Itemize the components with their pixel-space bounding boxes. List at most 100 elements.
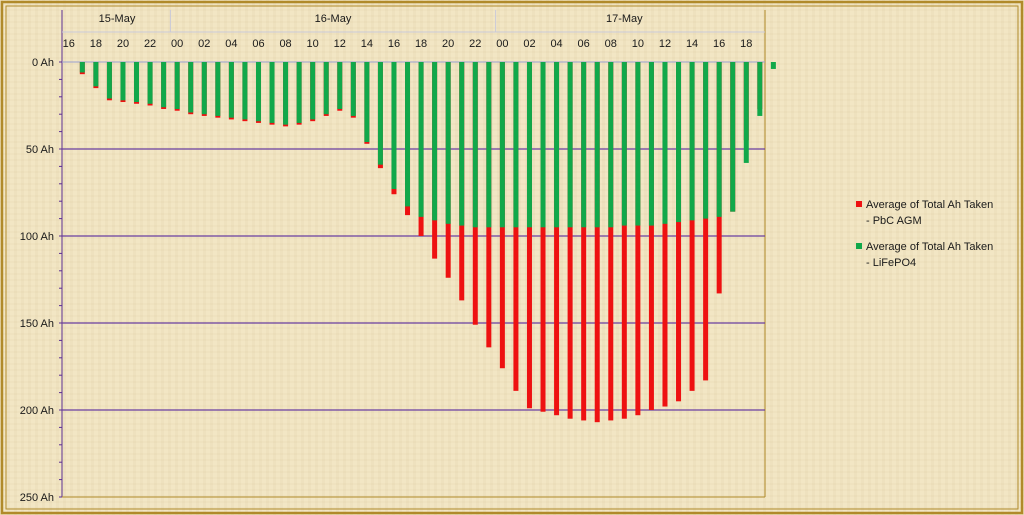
bar-lifepo4 (79, 62, 85, 73)
bar-lifepo4 (174, 62, 180, 109)
bar-lifepo4 (472, 62, 478, 228)
y-tick-label: 50 Ah (26, 144, 54, 156)
hour-label: 12 (659, 38, 671, 50)
bar-pbc-agm (608, 62, 614, 421)
legend-label: Average of Total Ah Taken (866, 241, 993, 253)
bar-lifepo4 (540, 62, 546, 228)
bar-pbc-agm (581, 62, 587, 421)
bar-lifepo4 (242, 62, 248, 120)
bar-lifepo4 (757, 62, 763, 116)
bar-lifepo4 (432, 62, 438, 221)
hour-label: 22 (144, 38, 156, 50)
hour-label: 16 (63, 38, 75, 50)
y-tick-label: 200 Ah (20, 405, 54, 417)
bar-pbc-agm (648, 62, 654, 410)
bar-lifepo4 (283, 62, 289, 125)
hour-label: 14 (361, 38, 373, 50)
inner-frame (5, 5, 1019, 510)
hour-label: 06 (252, 38, 264, 50)
date-label: 17-May (606, 13, 643, 25)
hour-label: 08 (605, 38, 617, 50)
bar-lifepo4 (513, 62, 519, 228)
hour-label: 04 (550, 38, 562, 50)
bar-lifepo4 (310, 62, 316, 120)
hour-label: 04 (225, 38, 237, 50)
bar-pbc-agm (662, 62, 668, 407)
legend-label: Average of Total Ah Taken (866, 199, 993, 211)
hour-label: 02 (523, 38, 535, 50)
legend-swatch-lifepo4 (856, 243, 862, 249)
bar-pbc-agm (703, 62, 709, 381)
hour-label: 10 (632, 38, 644, 50)
hour-label: 18 (415, 38, 427, 50)
bar-lifepo4 (93, 62, 99, 87)
bar-lifepo4 (120, 62, 126, 101)
hour-label: 20 (117, 38, 129, 50)
bar-lifepo4 (621, 62, 627, 226)
hour-label: 20 (442, 38, 454, 50)
bar-lifepo4 (703, 62, 709, 219)
bar-lifepo4 (147, 62, 153, 104)
hour-label: 18 (740, 38, 752, 50)
y-tick-label: 150 Ah (20, 318, 54, 330)
bar-lifepo4 (269, 62, 275, 123)
legend-label: - PbC AGM (866, 215, 922, 227)
bar-lifepo4 (770, 62, 776, 69)
bar-lifepo4 (337, 62, 343, 109)
bar-lifepo4 (486, 62, 492, 228)
bar-lifepo4 (459, 62, 465, 226)
bar-lifepo4 (323, 62, 329, 115)
bar-lifepo4 (364, 62, 370, 143)
bar-pbc-agm (554, 62, 560, 416)
bar-lifepo4 (526, 62, 532, 228)
bar-pbc-agm (635, 62, 641, 416)
bar-lifepo4 (581, 62, 587, 228)
hour-label: 18 (90, 38, 102, 50)
bar-lifepo4 (743, 62, 749, 163)
bar-pbc-agm (594, 62, 600, 423)
bar-lifepo4 (608, 62, 614, 228)
bar-pbc-agm (567, 62, 573, 419)
bar-lifepo4 (499, 62, 505, 228)
bar-lifepo4 (554, 62, 560, 228)
bar-lifepo4 (228, 62, 234, 118)
hour-label: 12 (334, 38, 346, 50)
hour-label: 16 (388, 38, 400, 50)
bar-lifepo4 (405, 62, 411, 207)
bar-lifepo4 (134, 62, 140, 103)
bar-pbc-agm (689, 62, 695, 391)
hour-label: 00 (496, 38, 508, 50)
bar-pbc-agm (526, 62, 532, 409)
bar-lifepo4 (594, 62, 600, 228)
bar-lifepo4 (662, 62, 668, 224)
y-tick-label: 0 Ah (32, 57, 54, 69)
bar-lifepo4 (730, 62, 736, 212)
bar-lifepo4 (648, 62, 654, 226)
legend-swatch-pbc (856, 201, 862, 207)
bar-lifepo4 (201, 62, 207, 115)
hour-label: 08 (279, 38, 291, 50)
bar-lifepo4 (676, 62, 682, 223)
hour-label: 10 (307, 38, 319, 50)
hour-label: 22 (469, 38, 481, 50)
bar-pbc-agm (676, 62, 682, 402)
legend-label: - LiFePO4 (866, 257, 916, 269)
bar-lifepo4 (350, 62, 356, 116)
hour-label: 06 (578, 38, 590, 50)
hour-label: 02 (198, 38, 210, 50)
date-label: 15-May (99, 13, 136, 25)
bar-lifepo4 (635, 62, 641, 226)
hour-label: 00 (171, 38, 183, 50)
bar-lifepo4 (445, 62, 451, 224)
bar-lifepo4 (716, 62, 722, 217)
bar-lifepo4 (161, 62, 167, 108)
bar-lifepo4 (215, 62, 221, 116)
bar-lifepo4 (567, 62, 573, 228)
bar-lifepo4 (391, 62, 397, 190)
bar-lifepo4 (255, 62, 261, 122)
bar-lifepo4 (418, 62, 424, 217)
bar-lifepo4 (106, 62, 112, 99)
hour-label: 14 (686, 38, 698, 50)
